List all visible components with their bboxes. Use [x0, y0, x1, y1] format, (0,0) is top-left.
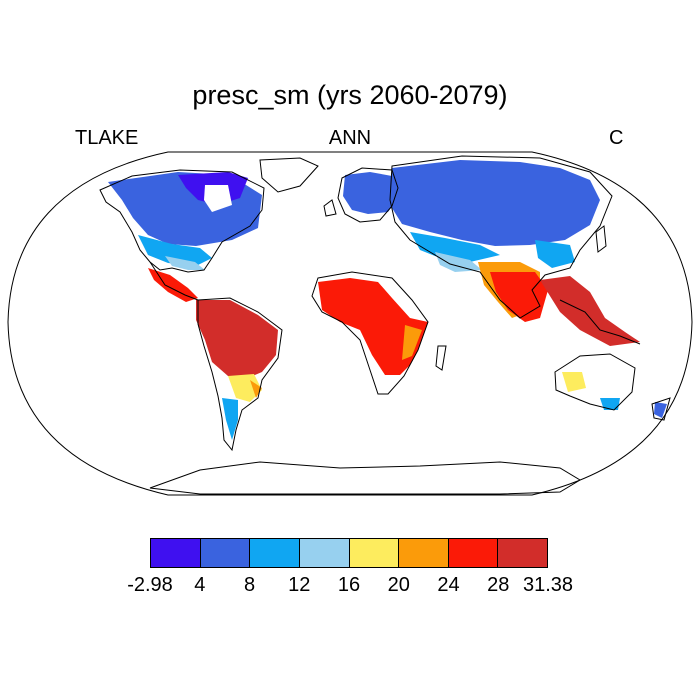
coast-se-asia: [559, 299, 641, 345]
data-field-cold: [108, 160, 600, 272]
coast-new-zealand: [651, 397, 671, 421]
usa-lightblue: [138, 235, 212, 266]
colorbar-swatch-2: [250, 539, 300, 567]
patagonia-blue: [222, 398, 238, 440]
colorbar-label-8: 31.38: [522, 574, 574, 596]
coast-north-america: [99, 169, 265, 273]
coast-australia: [554, 353, 636, 411]
africa-orange: [402, 325, 422, 360]
map-title: presc_sm (yrs 2060-2079): [192, 80, 508, 110]
south-america-orange: [250, 380, 262, 398]
variable-label: TLAKE: [75, 127, 139, 149]
colorbar-labels: -2.98 4 8 12 16 20 24 28 31.38: [0, 574, 700, 598]
africa-red: [318, 278, 428, 375]
coast-asia: [389, 155, 613, 319]
asia-blue: [392, 160, 600, 246]
australia-blue: [600, 398, 620, 410]
colorbar-swatch-4: [349, 539, 400, 567]
colorbar-swatch-3: [299, 539, 350, 567]
south-america-yellow: [228, 374, 262, 402]
coast-japan: [595, 225, 607, 253]
nz-blue: [654, 402, 667, 418]
europe-blue: [343, 172, 400, 214]
coast-africa: [311, 271, 429, 395]
coast-central-america: [149, 261, 199, 301]
coast-uk: [323, 199, 337, 217]
usa-south-lightblue: [165, 256, 205, 270]
south-america-red: [196, 300, 278, 378]
colorbar-label-7: 28: [487, 574, 510, 596]
central-america-red: [148, 268, 198, 302]
coast-madagascar: [435, 345, 447, 371]
colorbar-label-2: 8: [243, 574, 256, 596]
colorbar: [150, 538, 548, 568]
colorbar-label-5: 20: [387, 574, 410, 596]
data-field-warm: [148, 262, 667, 440]
colorbar-label-0: -2.98: [127, 574, 173, 596]
colorbar-swatch-1: [200, 539, 251, 567]
greenland-white: [204, 185, 232, 212]
coast-greenland: [259, 157, 319, 193]
central-asia-lightblue: [410, 232, 500, 262]
east-asia-lightblue: [535, 240, 575, 268]
coast-antarctica: [149, 461, 581, 495]
colorbar-label-4: 16: [337, 574, 361, 596]
mideast-paleblue: [435, 252, 482, 272]
colorbar-label-3: 12: [288, 574, 311, 596]
season-label: ANN: [328, 127, 372, 149]
coast-europe: [337, 167, 399, 223]
colorbar-label-6: 24: [437, 574, 460, 596]
colorbar-swatch-5: [399, 539, 449, 567]
colorbar-swatch-6: [448, 539, 499, 567]
coastlines: [99, 155, 671, 495]
colorbar-label-1: 4: [194, 574, 206, 596]
units-label: C: [609, 127, 624, 149]
coast-south-america: [197, 297, 283, 452]
colorbar-swatch-0: [151, 539, 201, 567]
australia-yellow: [562, 372, 586, 392]
map-frame: [7, 151, 693, 496]
colorbar-swatch-7: [498, 539, 547, 567]
se-asia-red: [540, 276, 640, 346]
